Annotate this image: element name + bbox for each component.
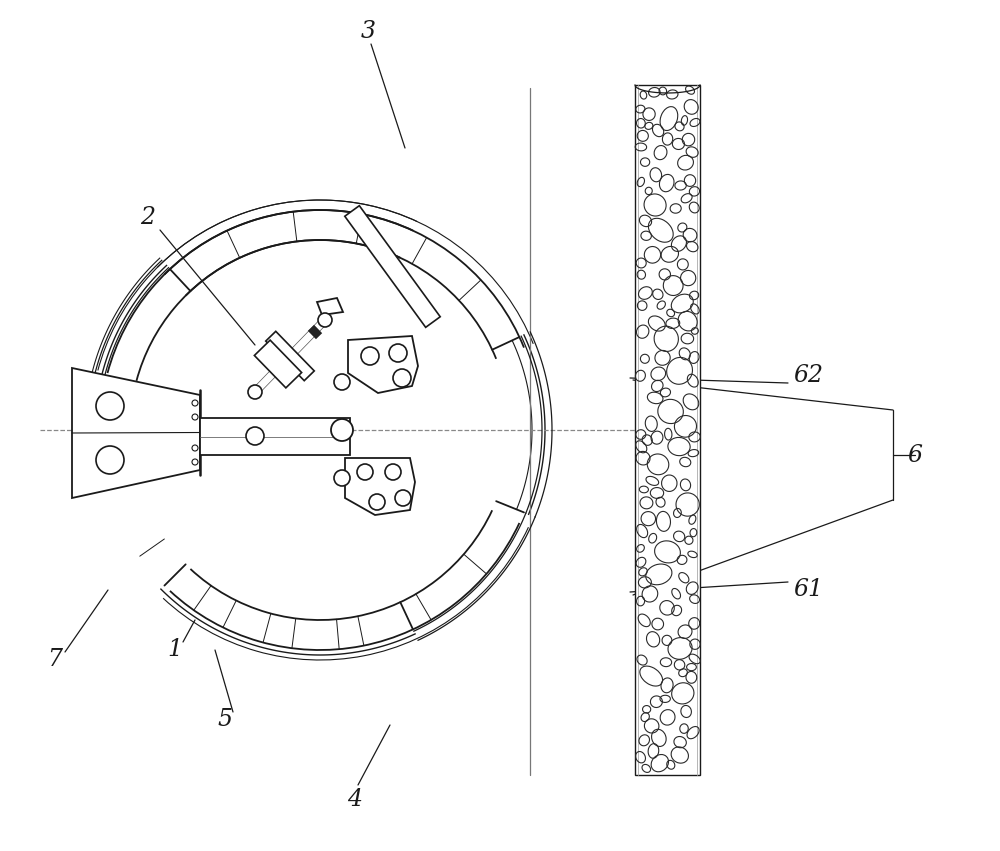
Text: 62: 62 bbox=[793, 363, 823, 386]
Circle shape bbox=[395, 490, 411, 506]
Text: 1: 1 bbox=[168, 638, 182, 661]
Text: 3: 3 bbox=[360, 20, 376, 43]
Polygon shape bbox=[72, 368, 200, 498]
Polygon shape bbox=[345, 458, 415, 515]
Circle shape bbox=[361, 347, 379, 365]
Circle shape bbox=[357, 464, 373, 480]
Polygon shape bbox=[266, 331, 314, 380]
Circle shape bbox=[331, 419, 353, 441]
Circle shape bbox=[334, 374, 350, 390]
Circle shape bbox=[389, 344, 407, 362]
Polygon shape bbox=[317, 298, 343, 315]
Circle shape bbox=[334, 470, 350, 486]
Circle shape bbox=[192, 459, 198, 465]
Circle shape bbox=[192, 400, 198, 406]
Polygon shape bbox=[348, 336, 418, 393]
Text: 7: 7 bbox=[48, 648, 62, 671]
Circle shape bbox=[318, 313, 332, 327]
Polygon shape bbox=[254, 340, 302, 388]
Text: 5: 5 bbox=[218, 709, 232, 732]
Polygon shape bbox=[635, 85, 700, 775]
Polygon shape bbox=[200, 418, 350, 455]
Circle shape bbox=[192, 414, 198, 420]
Circle shape bbox=[393, 369, 411, 387]
Circle shape bbox=[246, 427, 264, 445]
Polygon shape bbox=[309, 326, 321, 338]
Circle shape bbox=[96, 392, 124, 420]
Polygon shape bbox=[345, 206, 440, 328]
Circle shape bbox=[96, 446, 124, 474]
Text: 2: 2 bbox=[140, 207, 156, 230]
Circle shape bbox=[248, 385, 262, 399]
Text: 4: 4 bbox=[348, 789, 362, 812]
Circle shape bbox=[369, 494, 385, 510]
Circle shape bbox=[385, 464, 401, 480]
Text: 61: 61 bbox=[793, 579, 823, 602]
Text: 6: 6 bbox=[908, 443, 922, 466]
Circle shape bbox=[192, 445, 198, 451]
